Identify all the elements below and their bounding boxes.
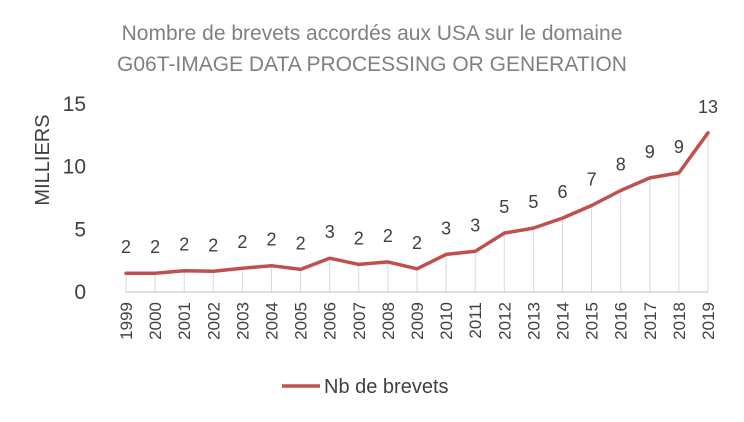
y-tick-label: 0 <box>74 281 86 304</box>
data-label: 3 <box>441 218 451 238</box>
data-label: 2 <box>412 233 422 253</box>
legend-label: Nb de brevets <box>324 376 449 398</box>
x-tick-label: 2009 <box>408 302 427 340</box>
data-label: 2 <box>179 235 189 255</box>
y-tick-label: 10 <box>63 156 86 179</box>
data-label: 3 <box>470 215 480 235</box>
data-label: 5 <box>528 192 538 212</box>
data-label: 2 <box>266 230 276 250</box>
x-tick-label: 2003 <box>233 302 252 340</box>
chart-title: Nombre de brevets accordés aux USA sur l… <box>117 22 627 76</box>
data-label: 2 <box>121 237 131 257</box>
x-tick-label: 2007 <box>350 302 369 340</box>
x-tick-label: 2017 <box>641 302 660 340</box>
x-tick-label: 2015 <box>583 302 602 340</box>
x-tick-label: 2005 <box>292 302 311 340</box>
data-label: 9 <box>645 142 655 162</box>
data-label: 2 <box>237 232 247 252</box>
y-axis-label: MILLIERS <box>32 114 54 205</box>
data-label: 8 <box>616 154 626 174</box>
chart-title-line-1: Nombre de brevets accordés aux USA sur l… <box>122 22 623 45</box>
x-tick-label: 2018 <box>670 302 689 340</box>
data-label: 3 <box>325 222 335 242</box>
x-tick-label: 2002 <box>204 302 223 340</box>
data-label: 7 <box>587 170 597 190</box>
x-tick-label: 2004 <box>263 302 282 340</box>
data-label: 13 <box>698 97 718 117</box>
x-axis-ticks: 1999 2000 2001 2002 2003 2004 2005 2006 2007 2008… <box>117 302 718 340</box>
x-tick-label: 2011 <box>466 302 485 339</box>
x-tick-label: 2006 <box>321 302 340 340</box>
x-tick-label: 2019 <box>699 302 718 340</box>
x-tick-label: 2012 <box>495 302 514 340</box>
x-tick-label: 2014 <box>554 302 573 340</box>
drop-lines <box>125 132 709 292</box>
data-label: 9 <box>674 137 684 157</box>
data-label: 2 <box>383 226 393 246</box>
x-tick-label: 2008 <box>379 302 398 340</box>
y-tick-label: 5 <box>74 218 86 241</box>
x-tick-label: 2013 <box>524 302 543 340</box>
x-tick-label: 2001 <box>175 302 194 340</box>
chart-title-line-2: G06T-IMAGE DATA PROCESSING OR GENERATION <box>117 53 627 76</box>
data-label: 2 <box>296 233 306 253</box>
x-tick-label: 2010 <box>437 302 456 340</box>
y-axis-ticks: 0 5 10 15 <box>63 93 86 304</box>
series-line-nb-de-brevets <box>124 131 710 275</box>
data-label: 5 <box>499 197 509 217</box>
x-tick-label: 2000 <box>146 302 165 340</box>
y-tick-label: 15 <box>63 93 86 116</box>
data-label: 2 <box>354 228 364 248</box>
x-tick-label: 2016 <box>612 302 631 340</box>
x-tick-label: 1999 <box>117 302 136 340</box>
data-label: 2 <box>150 237 160 257</box>
data-label: 2 <box>208 235 218 255</box>
legend: Nb de brevets <box>282 376 449 398</box>
data-label: 6 <box>557 182 567 202</box>
